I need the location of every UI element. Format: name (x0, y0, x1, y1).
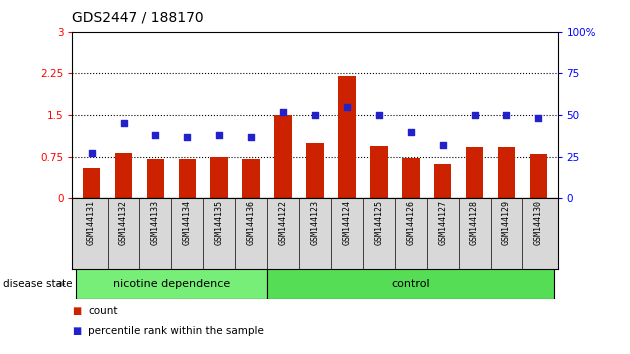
Text: nicotine dependence: nicotine dependence (113, 279, 230, 289)
Point (406, 129, 416, 135)
Bar (210, 156, 228, 198)
Point (310, 112, 320, 118)
Text: ■: ■ (72, 306, 82, 316)
Point (151, 132, 161, 138)
Text: GSM144130: GSM144130 (534, 200, 543, 245)
Bar (267, 269, 554, 299)
Bar (76, 269, 267, 299)
Bar (402, 158, 420, 198)
Bar (115, 153, 132, 198)
Text: percentile rank within the sample: percentile rank within the sample (88, 326, 264, 336)
Text: GSM144125: GSM144125 (374, 200, 383, 245)
Point (278, 109, 288, 115)
Point (214, 132, 224, 138)
Point (501, 112, 512, 118)
Bar (83, 168, 100, 198)
Bar (530, 154, 547, 198)
Text: count: count (88, 306, 118, 316)
Point (342, 104, 352, 110)
Text: GSM144131: GSM144131 (87, 200, 96, 245)
Text: GSM144133: GSM144133 (151, 200, 160, 245)
Point (534, 115, 544, 121)
Bar (178, 159, 196, 198)
Bar (338, 76, 356, 198)
Bar (370, 145, 387, 198)
Text: GSM144135: GSM144135 (215, 200, 224, 245)
Point (374, 112, 384, 118)
Point (438, 142, 448, 148)
Text: GSM144136: GSM144136 (247, 200, 256, 245)
Bar (243, 159, 260, 198)
Point (86, 150, 96, 156)
Point (246, 134, 256, 139)
Bar (274, 115, 292, 198)
Bar (306, 143, 324, 198)
Text: GSM144129: GSM144129 (502, 200, 511, 245)
Text: GSM144124: GSM144124 (343, 200, 352, 245)
Text: GSM144127: GSM144127 (438, 200, 447, 245)
Point (182, 134, 192, 139)
Text: disease state: disease state (3, 279, 72, 289)
Text: control: control (391, 279, 430, 289)
Bar (147, 159, 164, 198)
Text: ■: ■ (72, 326, 82, 336)
Text: GSM144134: GSM144134 (183, 200, 192, 245)
Bar (434, 164, 452, 198)
Text: GDS2447 / 188170: GDS2447 / 188170 (72, 11, 204, 25)
Text: GSM144128: GSM144128 (470, 200, 479, 245)
Text: GSM144132: GSM144132 (119, 200, 128, 245)
Point (118, 120, 129, 126)
Text: GSM144123: GSM144123 (311, 200, 319, 245)
Bar (466, 147, 483, 198)
Text: GSM144126: GSM144126 (406, 200, 415, 245)
Text: GSM144122: GSM144122 (278, 200, 287, 245)
Point (469, 112, 479, 118)
Bar (498, 147, 515, 198)
